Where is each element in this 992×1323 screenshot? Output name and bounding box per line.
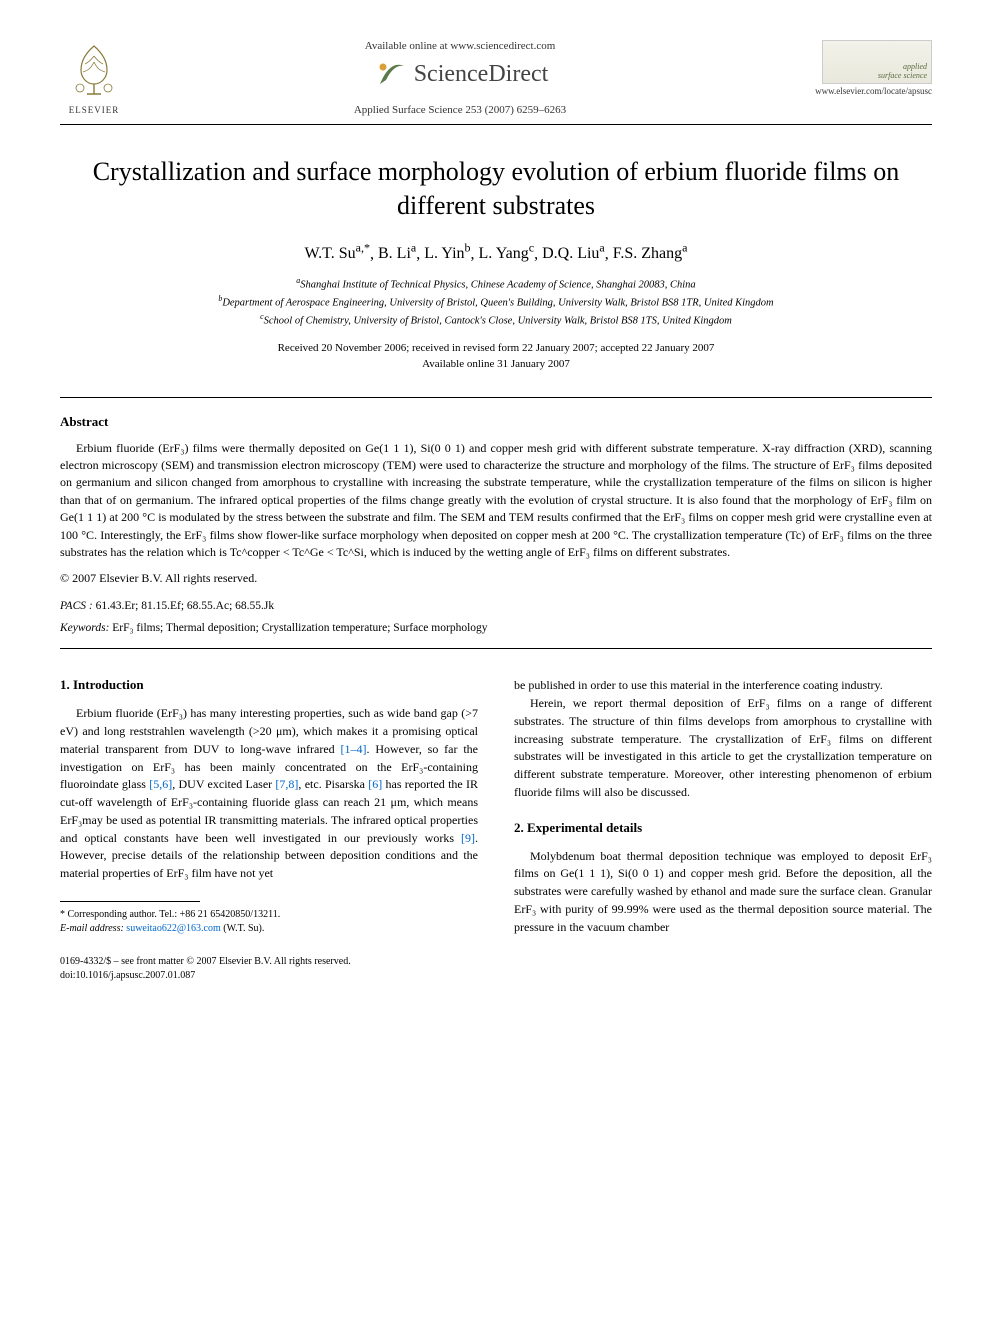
elsevier-tree-icon — [67, 40, 121, 98]
experimental-heading: 2. Experimental details — [514, 820, 932, 836]
footnote-corr: * Corresponding author. Tel.: +86 21 654… — [60, 908, 478, 923]
author: L. Yinb — [424, 245, 470, 262]
author: F.S. Zhanga — [613, 245, 688, 262]
publisher-name: ELSEVIER — [60, 105, 128, 115]
affiliation-c: cSchool of Chemistry, University of Bris… — [60, 311, 932, 329]
abstract-divider-top — [60, 397, 932, 398]
footer-block: 0169-4332/$ – see front matter © 2007 El… — [60, 955, 478, 983]
footer-copyright: 0169-4332/$ – see front matter © 2007 El… — [60, 955, 478, 969]
ref-link[interactable]: [1–4] — [341, 742, 367, 756]
article-title: Crystallization and surface morphology e… — [60, 155, 932, 223]
abstract-text: Erbium fluoride (ErF₃) films were therma… — [60, 440, 932, 562]
journal-citation: Applied Surface Science 253 (2007) 6259–… — [128, 104, 792, 116]
footnote-email: E-mail address: suweitao622@163.com (W.T… — [60, 922, 478, 937]
header: ELSEVIER Available online at www.science… — [60, 40, 932, 116]
pacs-line: PACS : 61.43.Er; 81.15.Ef; 68.55.Ac; 68.… — [60, 600, 932, 612]
authors-line: W.T. Sua,*, B. Lia, L. Yinb, L. Yangc, D… — [60, 241, 932, 263]
abstract-divider-bottom — [60, 648, 932, 649]
affiliations: aShanghai Institute of Technical Physics… — [60, 275, 932, 330]
left-column: 1. Introduction Erbium fluoride (ErF₃) h… — [60, 677, 478, 983]
intro-paragraph-1: Erbium fluoride (ErF₃) has many interest… — [60, 705, 478, 883]
sciencedirect-text: ScienceDirect — [414, 61, 549, 88]
ref-link[interactable]: [9] — [461, 831, 475, 845]
author: B. Lia — [378, 245, 416, 262]
author: D.Q. Liua — [542, 245, 605, 262]
publisher-logo: ELSEVIER — [60, 40, 128, 115]
right-column: be published in order to use this materi… — [514, 677, 932, 983]
author: W.T. Sua,* — [305, 245, 370, 262]
body-two-column: 1. Introduction Erbium fluoride (ErF₃) h… — [60, 677, 932, 983]
article-dates: Received 20 November 2006; received in r… — [60, 340, 932, 373]
experimental-paragraph-1: Molybdenum boat thermal deposition techn… — [514, 848, 932, 937]
intro-paragraph-1-cont: be published in order to use this materi… — [514, 677, 932, 695]
abstract-label: Abstract — [60, 414, 932, 430]
footnote-separator — [60, 901, 200, 902]
affiliation-b: bDepartment of Aerospace Engineering, Un… — [60, 293, 932, 311]
corresponding-author-footnote: * Corresponding author. Tel.: +86 21 654… — [60, 908, 478, 937]
sciencedirect-logo: ScienceDirect — [128, 56, 792, 92]
online-date: Available online 31 January 2007 — [60, 356, 932, 373]
author: L. Yangc — [479, 245, 535, 262]
sciencedirect-icon — [372, 56, 408, 92]
keywords-line: Keywords: ErF₃ films; Thermal deposition… — [60, 622, 932, 634]
affiliation-a: aShanghai Institute of Technical Physics… — [60, 275, 932, 293]
ref-link[interactable]: [6] — [368, 777, 382, 791]
ref-link[interactable]: [7,8] — [275, 777, 298, 791]
abstract-copyright: © 2007 Elsevier B.V. All rights reserved… — [60, 571, 932, 586]
header-right: applied surface science www.elsevier.com… — [792, 40, 932, 96]
introduction-heading: 1. Introduction — [60, 677, 478, 693]
received-date: Received 20 November 2006; received in r… — [60, 340, 932, 357]
footer-doi: doi:10.1016/j.apsusc.2007.01.087 — [60, 969, 478, 983]
header-center: Available online at www.sciencedirect.co… — [128, 40, 792, 116]
ref-link[interactable]: [5,6] — [149, 777, 172, 791]
available-online-text: Available online at www.sciencedirect.co… — [128, 40, 792, 52]
journal-cover-thumbnail: applied surface science — [822, 40, 932, 84]
intro-paragraph-2: Herein, we report thermal deposition of … — [514, 695, 932, 802]
email-link[interactable]: suweitao622@163.com — [126, 923, 220, 934]
journal-cover-title: applied surface science — [878, 63, 927, 81]
header-divider — [60, 124, 932, 125]
journal-url: www.elsevier.com/locate/apsusc — [792, 86, 932, 96]
